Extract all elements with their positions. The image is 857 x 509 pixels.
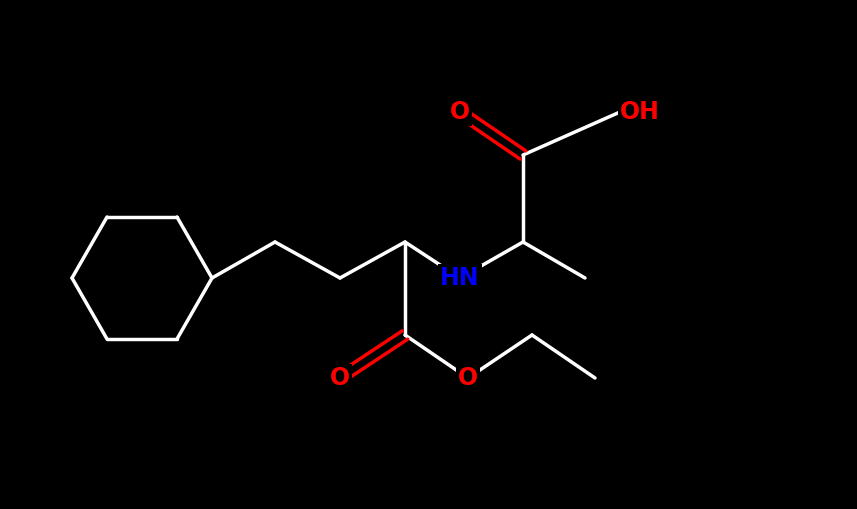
Text: O: O xyxy=(458,366,478,390)
Text: O: O xyxy=(450,100,470,124)
Text: OH: OH xyxy=(620,100,660,124)
Text: O: O xyxy=(330,366,350,390)
Text: HN: HN xyxy=(440,266,480,290)
